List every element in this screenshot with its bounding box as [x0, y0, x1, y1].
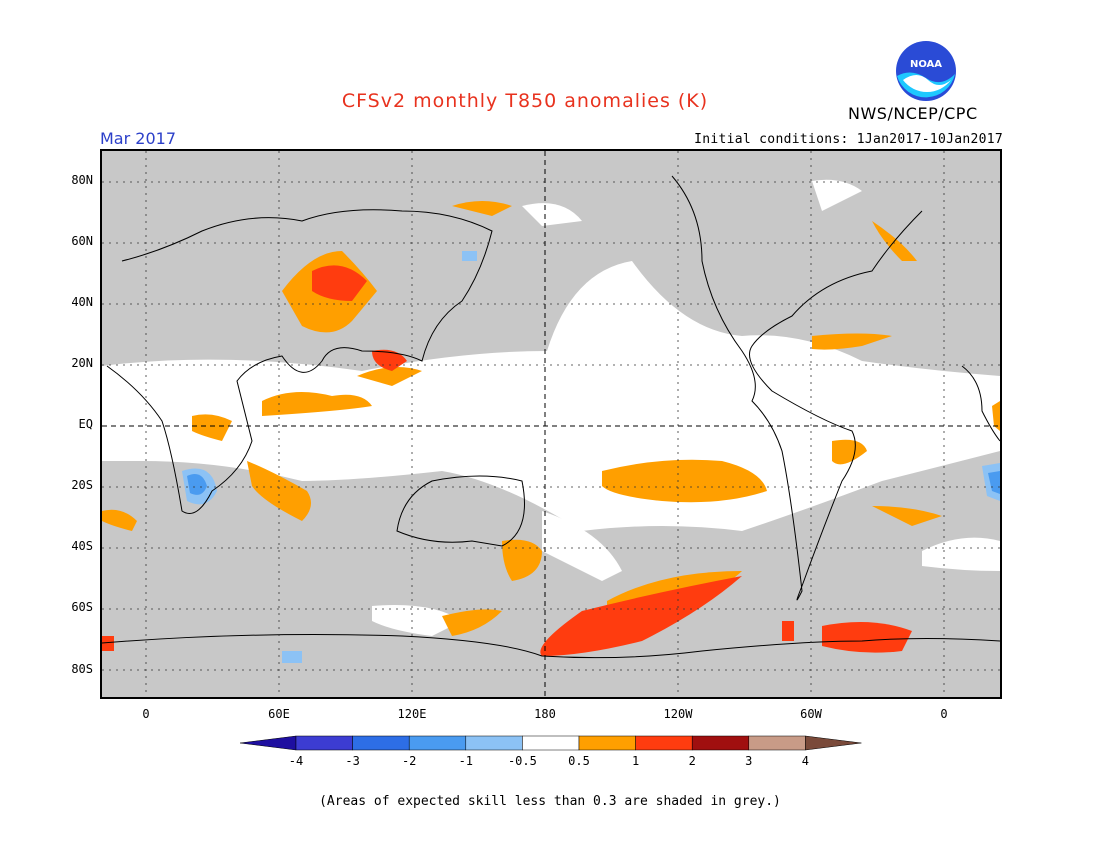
lon-label: 60E: [268, 707, 290, 721]
coastlines: [102, 175, 1000, 659]
skill-note: (Areas of expected skill less than 0.3 a…: [319, 794, 781, 809]
lat-label: 60S: [71, 600, 93, 614]
colorbar-right-arrow: [805, 735, 862, 751]
near-normal-regions: [102, 179, 1000, 636]
colorbar-tick-label: -3: [345, 754, 360, 768]
lat-label: EQ: [78, 417, 93, 431]
colorbar-segment: [352, 735, 410, 751]
lon-label: 120E: [397, 707, 427, 721]
logo-text: NOAA: [910, 59, 942, 70]
lon-label: 0: [940, 707, 948, 721]
colorbar-tick-label: 1: [631, 754, 640, 768]
colorbar-segment: [748, 735, 806, 751]
month-label: Mar 2017: [100, 129, 176, 148]
lat-label: 60N: [71, 234, 93, 248]
colorbar-segment: [635, 735, 693, 751]
colorbar-segment: [295, 735, 353, 751]
colorbar: [239, 733, 862, 757]
noaa-logo: NOAA: [895, 40, 957, 102]
colorbar-tick-label: 0.5: [568, 754, 590, 768]
lon-label: 180: [534, 707, 556, 721]
lat-label: 40S: [71, 539, 93, 553]
lon-label: 60W: [800, 707, 822, 721]
colorbar-tick-label: -2: [401, 754, 417, 768]
colorbar-tick-label: -0.5: [507, 754, 537, 768]
chart-title: CFSv2 monthly T850 anomalies (K): [341, 90, 709, 112]
agency-label: NWS/NCEP/CPC: [848, 104, 978, 123]
anomaly-map: [100, 149, 1002, 699]
colorbar-tick-label: -1: [458, 754, 474, 768]
lon-label: 0: [142, 707, 150, 721]
colorbar-segment: [465, 735, 523, 751]
colorbar-segment: [522, 735, 580, 751]
lon-label: 120W: [663, 707, 693, 721]
colorbar-tick-label: 2: [688, 754, 696, 768]
colorbar-tick-label: 3: [745, 754, 753, 768]
initial-conditions: Initial conditions: 1Jan2017-10Jan2017: [694, 132, 1003, 147]
colorbar-tick-label: -4: [288, 754, 304, 768]
reference-lines: [102, 151, 1000, 697]
strong-warm-regions: [102, 265, 912, 656]
graticule: [102, 151, 1000, 697]
lat-label: 40N: [71, 295, 93, 309]
lat-label: 80S: [71, 662, 93, 676]
lat-label: 80N: [71, 173, 93, 187]
colorbar-segment: [408, 735, 467, 751]
colorbar-left-arrow: [239, 735, 297, 751]
colorbar-segment: [691, 735, 750, 751]
lat-label: 20N: [71, 356, 93, 370]
colorbar-tick-label: 4: [801, 754, 809, 768]
lat-label: 20S: [71, 478, 93, 492]
colorbar-segment: [578, 735, 636, 751]
